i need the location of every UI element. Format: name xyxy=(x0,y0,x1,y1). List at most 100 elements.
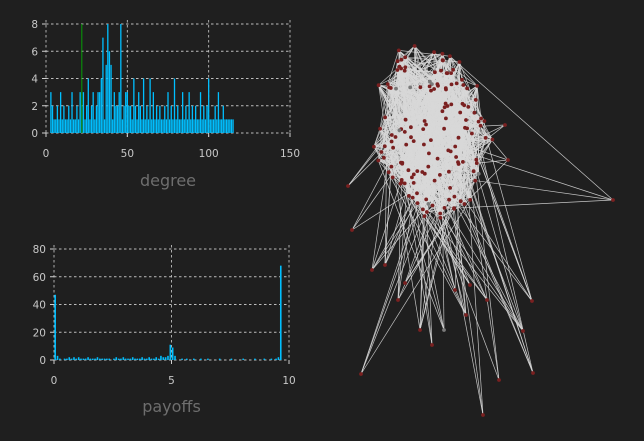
bar xyxy=(178,119,181,133)
network-node xyxy=(394,86,398,91)
network-node xyxy=(425,210,429,214)
bar xyxy=(107,24,109,133)
network-node xyxy=(435,156,440,161)
network-node xyxy=(404,142,409,147)
bar xyxy=(120,24,122,133)
network-node xyxy=(427,151,431,156)
x-tick-label: 100 xyxy=(199,148,219,160)
bar xyxy=(133,78,135,133)
bar xyxy=(70,358,73,360)
network-node xyxy=(454,81,459,86)
network-node xyxy=(448,54,452,59)
bar xyxy=(100,78,102,133)
network-node xyxy=(457,60,462,64)
y-tick-label: 6 xyxy=(31,46,38,58)
bar xyxy=(218,358,221,360)
bar xyxy=(177,105,179,133)
bar xyxy=(222,105,224,133)
bar xyxy=(164,105,166,133)
network-node xyxy=(399,178,404,182)
bar xyxy=(108,51,111,133)
network-node xyxy=(458,110,463,115)
network-node xyxy=(476,119,481,124)
bar xyxy=(58,119,60,133)
network-node xyxy=(432,178,437,183)
network-node xyxy=(466,105,471,109)
network-node xyxy=(461,83,466,87)
network-node xyxy=(421,207,425,212)
bar xyxy=(89,358,92,360)
network-node xyxy=(465,126,469,131)
network-node xyxy=(396,48,401,53)
network-node xyxy=(444,116,448,121)
bar xyxy=(96,357,99,360)
bar xyxy=(219,119,221,133)
bar xyxy=(74,119,76,133)
bar xyxy=(181,358,183,360)
network-node xyxy=(506,158,510,162)
bar xyxy=(131,357,134,360)
network-node xyxy=(530,299,534,303)
bar xyxy=(87,78,89,133)
degree-histogram: 0 2 4 6 8 0 50 100 150 degree xyxy=(31,19,300,190)
bar xyxy=(120,358,122,360)
bar xyxy=(77,119,80,133)
y-tick-label: 2 xyxy=(31,101,38,113)
bar xyxy=(138,92,140,133)
bar xyxy=(75,358,78,360)
bar xyxy=(92,92,94,133)
bar xyxy=(64,119,67,133)
network-node xyxy=(399,57,404,62)
y-tick-label: 80 xyxy=(33,244,46,256)
bar xyxy=(144,119,146,133)
bar xyxy=(143,358,146,360)
bar xyxy=(230,119,233,133)
network-node xyxy=(442,126,446,131)
bar xyxy=(183,119,185,133)
bar xyxy=(152,92,155,133)
bar xyxy=(170,105,172,133)
network-node xyxy=(468,283,472,287)
bar xyxy=(277,357,280,360)
network-node xyxy=(483,136,488,140)
bar xyxy=(102,37,104,133)
bar xyxy=(54,294,56,360)
network-node xyxy=(379,150,384,154)
bar xyxy=(171,347,174,360)
bar xyxy=(198,119,200,133)
bar xyxy=(134,358,136,360)
network-node xyxy=(473,98,478,102)
bar xyxy=(125,92,127,133)
bar xyxy=(175,119,177,133)
network-node xyxy=(468,198,472,202)
network-node xyxy=(418,328,422,332)
network-node xyxy=(478,123,483,128)
bar xyxy=(80,358,82,360)
bar xyxy=(225,119,228,133)
network-node xyxy=(421,127,426,131)
network-node xyxy=(376,83,381,88)
network-node xyxy=(456,162,461,166)
bar xyxy=(141,357,143,360)
bar xyxy=(216,119,218,133)
y-tick-label: 40 xyxy=(33,300,46,312)
bar xyxy=(112,119,114,133)
bar xyxy=(162,119,164,133)
bar xyxy=(69,119,72,133)
bar xyxy=(77,357,80,360)
bar xyxy=(167,92,169,133)
bar xyxy=(157,358,160,360)
network-node xyxy=(428,79,432,84)
network-node xyxy=(422,142,426,147)
bar xyxy=(151,119,153,133)
bar xyxy=(59,92,62,133)
network-node xyxy=(397,128,402,133)
network-node xyxy=(430,203,435,208)
bar xyxy=(157,119,159,133)
bar xyxy=(50,92,52,133)
bar xyxy=(185,358,188,360)
network-node xyxy=(473,178,478,183)
network-node xyxy=(443,86,448,91)
network-node xyxy=(396,298,400,302)
